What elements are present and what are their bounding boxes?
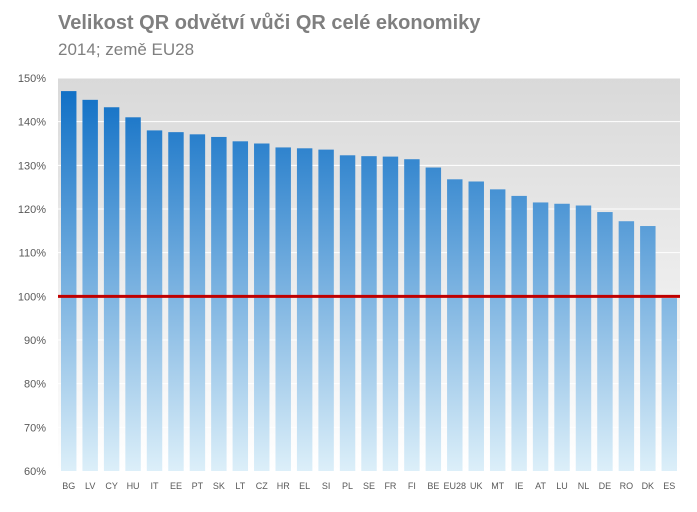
- bar-pl: [339, 155, 356, 472]
- x-tick-label: FI: [408, 481, 416, 491]
- x-tick-label: EE: [170, 481, 182, 491]
- bar-be: [425, 167, 442, 471]
- y-tick-label: 130%: [18, 160, 46, 172]
- bar-lu: [554, 203, 570, 471]
- y-axis: 60% 70% 80% 90% 100% 110% 120% 130% 140% 150%: [18, 73, 46, 478]
- x-tick-label: UK: [470, 481, 483, 491]
- bar-es: [661, 298, 677, 471]
- x-tick-label: DK: [642, 481, 655, 491]
- bar-de: [597, 212, 613, 471]
- bar-ro: [618, 221, 635, 471]
- x-tick-label: HU: [127, 481, 140, 491]
- y-tick-label: 150%: [18, 73, 46, 85]
- bar-si: [318, 149, 334, 471]
- x-axis: BG LV CY HU IT EE PT SK LT CZ HR EL SI PL SE FR FI BE EU28…: [62, 481, 675, 491]
- x-tick-label: IE: [515, 481, 524, 491]
- x-tick-label: DE: [599, 481, 612, 491]
- x-tick-label: FR: [384, 481, 396, 491]
- y-tick-label: 60%: [24, 466, 46, 478]
- bar-cy: [103, 107, 120, 472]
- bar-fi: [404, 159, 420, 471]
- y-tick-label: 90%: [24, 335, 46, 347]
- bar-sk: [211, 136, 227, 471]
- bar-hr: [275, 147, 291, 471]
- y-tick-label: 80%: [24, 379, 46, 391]
- bar-ie: [511, 195, 527, 471]
- x-tick-label: LT: [235, 481, 245, 491]
- x-tick-label: CZ: [256, 481, 268, 491]
- bar-eu28: [447, 179, 463, 471]
- bar-mt: [489, 189, 506, 471]
- x-tick-label: BG: [62, 481, 75, 491]
- x-tick-label: SK: [213, 481, 225, 491]
- x-tick-label: EL: [299, 481, 310, 491]
- y-tick-label: 140%: [18, 117, 46, 129]
- x-tick-label: CY: [105, 481, 118, 491]
- bar-at: [532, 202, 549, 471]
- bar-fr: [382, 156, 399, 471]
- x-tick-label: HR: [277, 481, 290, 491]
- bar-ee: [168, 132, 184, 471]
- y-tick-label: 110%: [19, 248, 47, 260]
- x-tick-label: PT: [192, 481, 204, 491]
- bar-lv: [82, 99, 98, 471]
- bar-nl: [575, 205, 592, 472]
- bar-pt: [189, 134, 206, 471]
- x-tick-label: NL: [578, 481, 590, 491]
- x-tick-label: LV: [85, 481, 95, 491]
- y-tick-label: 120%: [18, 204, 46, 216]
- x-tick-label: RO: [620, 481, 634, 491]
- bar-se: [361, 156, 377, 471]
- x-tick-label: SI: [322, 481, 331, 491]
- bar-el: [296, 148, 313, 471]
- x-tick-label: MT: [491, 481, 504, 491]
- x-tick-label: LU: [556, 481, 568, 491]
- bar-dk: [640, 226, 656, 471]
- x-tick-label: PL: [342, 481, 353, 491]
- chart-subtitle: 2014; země EU28: [58, 40, 195, 59]
- x-tick-label: ES: [663, 481, 675, 491]
- x-tick-label: AT: [535, 481, 546, 491]
- chart-title: Velikost QR odvětví vůči QR celé ekonomi…: [58, 12, 481, 34]
- x-tick-label: IT: [151, 481, 160, 491]
- x-tick-label: BE: [427, 481, 439, 491]
- bar-uk: [468, 181, 484, 472]
- bar-it: [146, 130, 163, 471]
- bar-lt: [232, 141, 249, 472]
- x-tick-label: EU28: [444, 481, 467, 491]
- bars: [61, 91, 677, 472]
- bar-bg: [61, 91, 77, 471]
- x-tick-label: SE: [363, 481, 375, 491]
- y-tick-label: 70%: [24, 422, 46, 434]
- y-tick-label: 100%: [18, 291, 46, 303]
- bar-cz: [254, 143, 270, 471]
- bar-hu: [125, 117, 141, 472]
